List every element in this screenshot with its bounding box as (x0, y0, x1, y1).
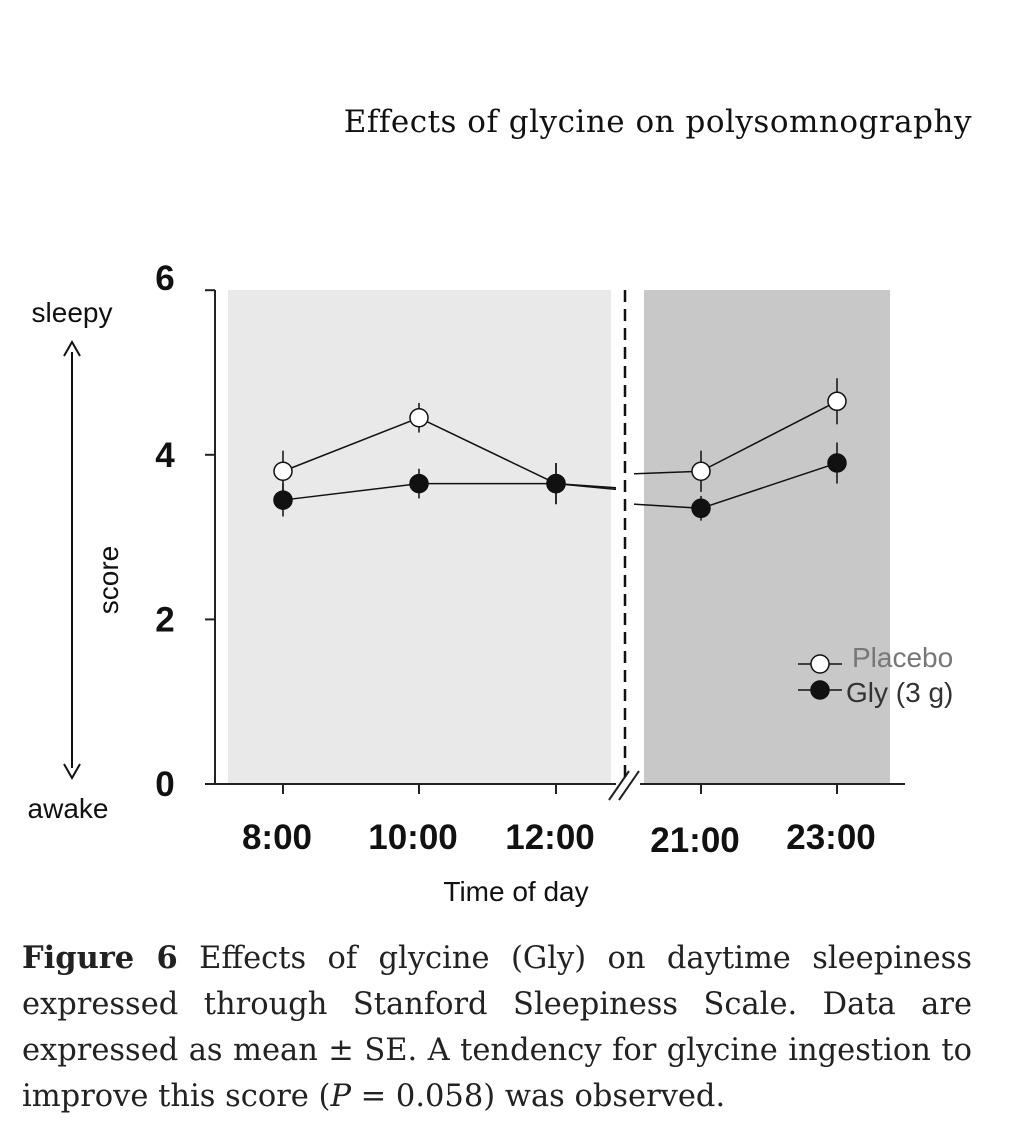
gly-point (273, 490, 293, 510)
legend-placebo-marker (810, 654, 830, 674)
x-axis-label: Time of day (443, 876, 588, 907)
p-symbol: P (330, 1079, 351, 1114)
sleepy-label: sleepy (32, 297, 113, 328)
legend-placebo-label: Placebo (852, 642, 953, 673)
gly-point (691, 498, 711, 519)
gly-point (546, 473, 566, 494)
axis-break-mark-2 (618, 770, 640, 801)
x-tick-label: 12:00 (505, 818, 595, 857)
legend: Placebo Gly (3 g) (798, 642, 953, 708)
x-tick-label: 10:00 (368, 818, 458, 857)
gly-point (409, 473, 429, 494)
running-header: Effects of glycine on polysomnography (343, 104, 972, 140)
x-tick-label: 23:00 (786, 818, 876, 857)
y-tick-label: 4 (155, 436, 175, 475)
y-tick-label: 2 (155, 600, 174, 639)
placebo-point (827, 391, 847, 412)
placebo-line-night (700, 400, 838, 472)
y-tick-label: 6 (155, 259, 174, 298)
arrow-head-down (63, 763, 81, 781)
y-tick-label: 0 (155, 765, 174, 804)
arrow-head-up (63, 339, 81, 357)
caption-text: Effects of glycine (Gly) on daytime slee… (22, 941, 972, 1114)
gly-line-break-left (555, 482, 617, 491)
sleepiness-chart: 0 2 4 6 8:00 10:00 12:00 21:00 23:00 sleepy awa… (28, 259, 954, 907)
x-tick-label: 8:00 (242, 818, 312, 857)
gly-line-night (700, 462, 838, 510)
legend-gly-label: Gly (3 g) (846, 677, 953, 708)
caption-p-value: = 0.058) was observed. (350, 1079, 726, 1114)
placebo-point (273, 461, 293, 482)
figure-caption: Figure 6 Effects of glycine (Gly) on day… (22, 935, 972, 1120)
day-shading (228, 290, 611, 784)
night-shading (644, 290, 890, 784)
legend-gly-marker (810, 680, 830, 700)
x-tick-label: 21:00 (650, 821, 740, 860)
placebo-point (691, 461, 711, 482)
placebo-line-break-right (633, 470, 702, 475)
awake-label: awake (28, 793, 109, 824)
gly-line-break-right (633, 503, 702, 510)
figure-label: Figure 6 (22, 940, 178, 976)
y-axis-label: score (93, 546, 124, 614)
gly-point (827, 453, 847, 473)
placebo-point (409, 408, 429, 428)
